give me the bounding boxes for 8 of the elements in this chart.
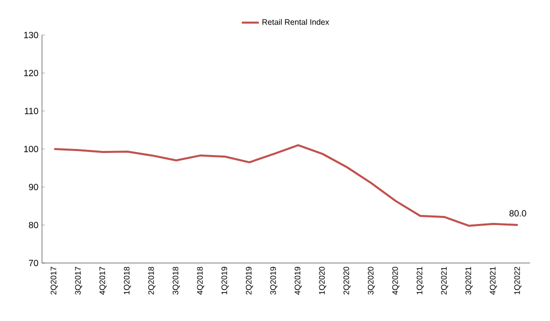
y-tick-label: 80: [28, 222, 38, 228]
y-tick-label: 100: [24, 146, 38, 152]
y-tick-label: 90: [28, 184, 38, 190]
y-tick-label: 130: [24, 32, 38, 38]
y-tick-label: 70: [28, 260, 38, 266]
annotation: 80.0: [509, 210, 526, 216]
y-tick-label: 120: [24, 70, 38, 76]
y-tick-label: 110: [24, 108, 38, 114]
